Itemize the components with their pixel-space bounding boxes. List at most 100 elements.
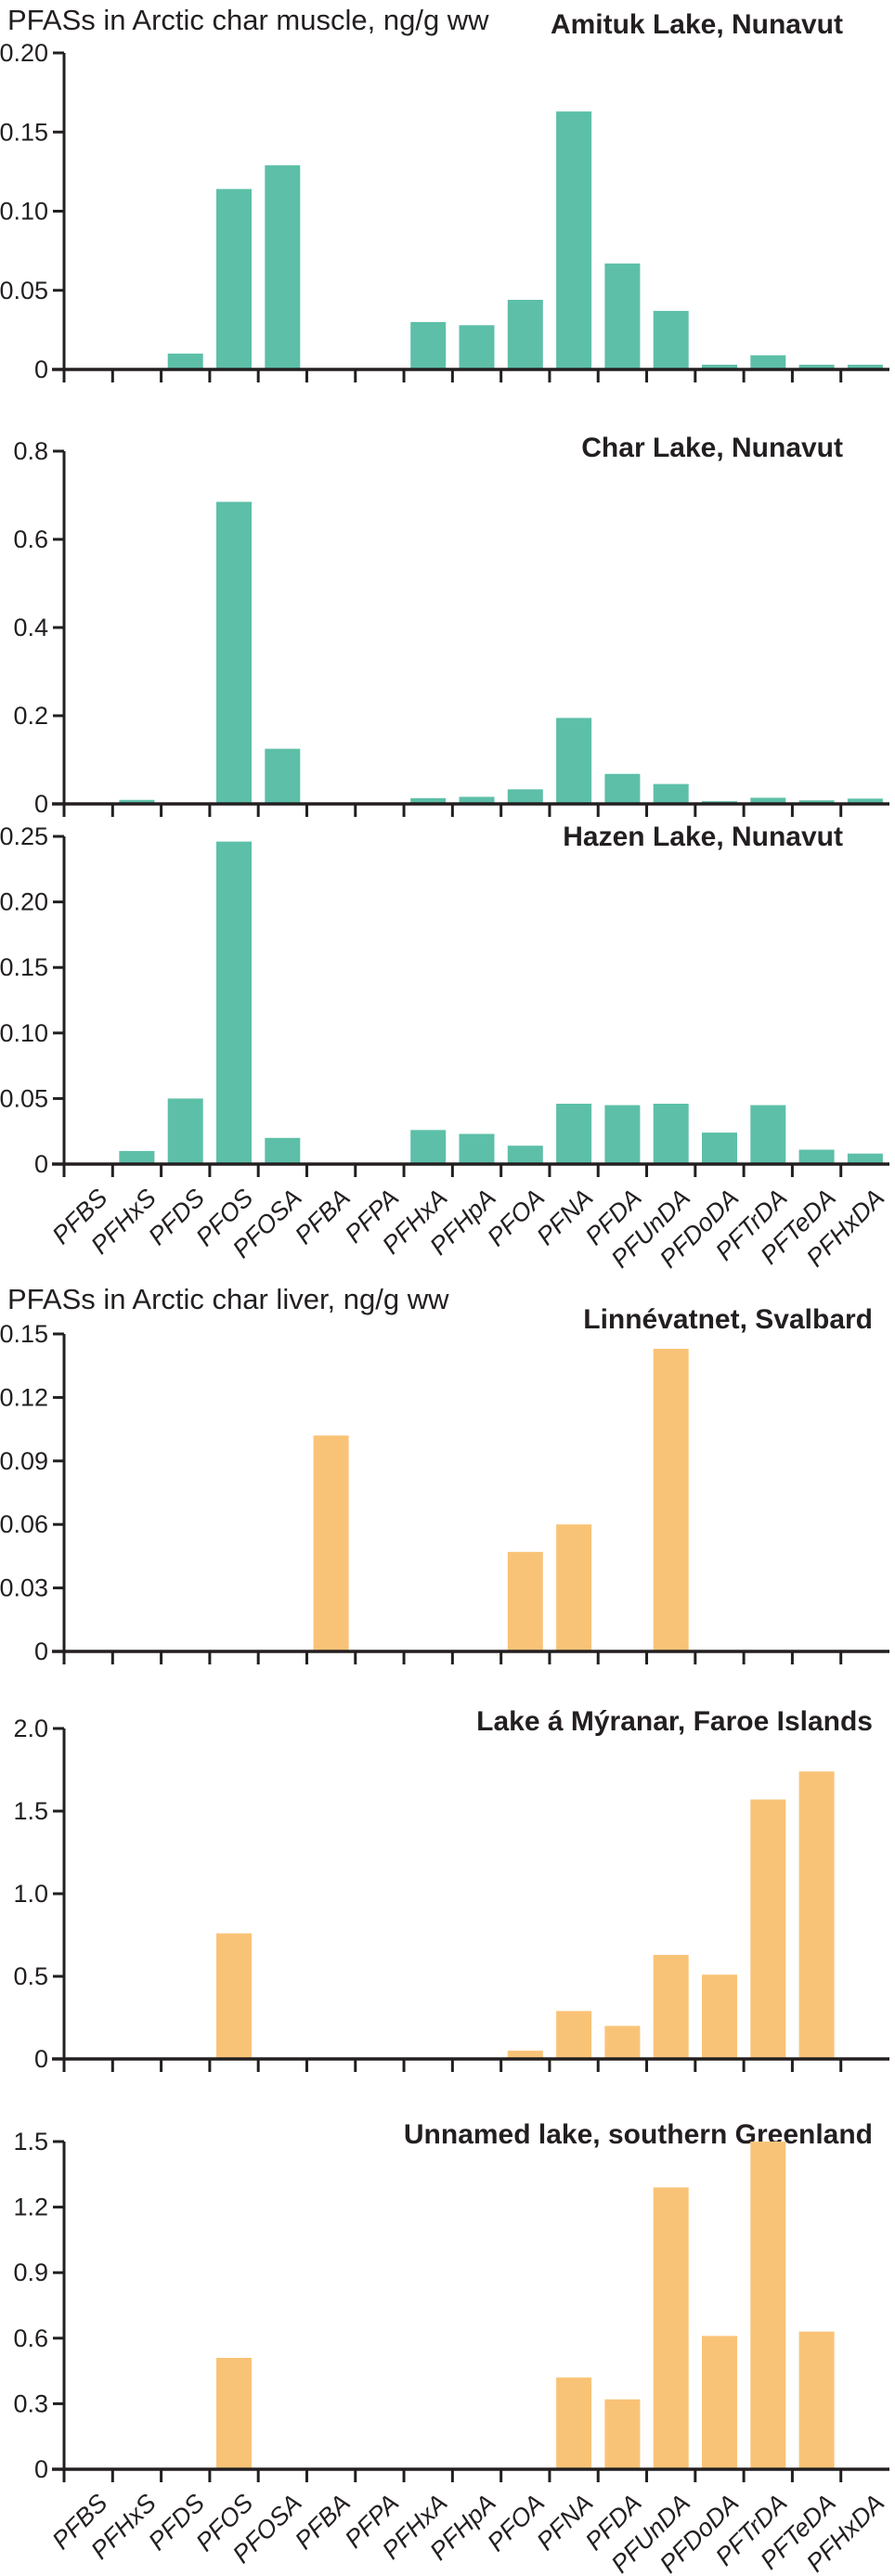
bar-PFHxS — [119, 1150, 155, 1164]
bar-PFOSA — [265, 1137, 301, 1164]
plot-layer: 00.30.60.91.21.5PFBSPFHxSPFDSPFOSPFOSAPF… — [13, 2128, 889, 2576]
y-tick-label: 0.2 — [13, 702, 48, 730]
y-tick-label: 0.10 — [0, 1019, 48, 1047]
x-tick-label-PFOA: PFOA — [482, 1184, 550, 1251]
bar-PFOSA — [265, 165, 301, 369]
y-tick-label: 0.12 — [0, 1383, 48, 1411]
bar-PFOS — [216, 188, 252, 369]
y-tick-label: 0.5 — [13, 1962, 48, 1990]
bar-PFDoDA — [702, 2336, 737, 2469]
bar-PFUnDA — [653, 1954, 689, 2059]
bar-PFOA — [507, 2051, 543, 2059]
bar-PFUnDA — [653, 2187, 689, 2469]
section-title-liver: PFASs in Arctic char liver, ng/g ww — [7, 1283, 449, 1315]
y-tick-label: 0.06 — [0, 1510, 48, 1538]
bar-PFNA — [556, 1104, 592, 1164]
y-tick-label: 1.0 — [13, 1880, 48, 1908]
x-tick-label-PFBA: PFBA — [290, 1184, 356, 1249]
chart-panel-greenland: Unnamed lake, southern Greenland 0 0.3 0.6… — [13, 2119, 889, 2576]
plot-layer: 00.050.100.150.200.25PFBSPFHxSPFDSPFOSPF… — [0, 822, 889, 1274]
bar-PFUnDA — [653, 1349, 689, 1651]
bar-PFHxA — [410, 797, 447, 804]
panel-title-hazen-lake: Hazen Lake, Nunavut — [563, 822, 843, 852]
y-tick-label: 0.9 — [13, 2259, 48, 2286]
bar-PFTrDA — [750, 1105, 786, 1164]
y-tick-label: 0.20 — [0, 888, 48, 916]
bar-PFNA — [556, 2377, 592, 2469]
bar-PFOS — [216, 501, 252, 804]
panel-title-char-lake: Char Lake, Nunavut — [581, 433, 843, 463]
y-tick-label: 0 — [34, 2045, 48, 2073]
bar-PFTrDA — [750, 2142, 786, 2469]
bar-PFNA — [556, 718, 592, 804]
bar-PFOS — [216, 1933, 252, 2059]
bar-PFNA — [556, 2011, 592, 2059]
chart-panel-amituk-lake: Amituk Lake, Nunavut 0 0.05 0.10 0.15 0.20 — [0, 9, 889, 383]
y-tick-label: 1.5 — [13, 1797, 48, 1825]
bar-PFDoDA — [702, 1133, 737, 1164]
x-tick-label-PFOA: PFOA — [482, 2489, 550, 2557]
bar-PFHpA — [459, 1133, 495, 1164]
plot-layer: 0 0.03 0.06 0.09 0.12 0.15 — [0, 1320, 889, 1665]
bar-PFOA — [507, 1551, 543, 1651]
y-tick-label: 0.15 — [0, 118, 48, 146]
bar-PFOA — [507, 789, 543, 804]
bar-PFUnDA — [653, 1104, 689, 1164]
y-tick-label: 0.4 — [13, 614, 48, 641]
panel-title-myranar: Lake á Mýranar, Faroe Islands — [476, 1706, 873, 1737]
y-tick-label: 0.03 — [0, 1574, 48, 1602]
bar-PFOA — [507, 300, 543, 369]
bar-PFHxA — [410, 321, 447, 369]
y-tick-label: 0 — [34, 1638, 48, 1665]
bar-PFHpA — [459, 796, 495, 804]
bar-PFDoDA — [702, 364, 737, 369]
bar-PFHxDA — [847, 798, 883, 804]
chart-panel-char-lake: Char Lake, Nunavut 0 0.2 0.4 0.6 0.8 — [13, 433, 889, 818]
bar-PFHpA — [459, 325, 495, 369]
bar-PFOS — [216, 2358, 252, 2469]
plot-layer: 0 0.2 0.4 0.6 0.8 — [13, 437, 889, 818]
bar-PFHxDA — [847, 1153, 883, 1164]
y-tick-label: 0 — [34, 2455, 48, 2483]
bar-PFDA — [604, 773, 641, 804]
y-tick-label: 0.09 — [0, 1447, 48, 1475]
bar-PFUnDA — [653, 783, 689, 804]
bar-PFNA — [556, 111, 592, 369]
chart-panel-hazen-lake: Hazen Lake, Nunavut 00.050.100.150.200.2… — [0, 822, 889, 1274]
y-tick-label: 0 — [34, 790, 48, 818]
bar-PFDS — [167, 353, 203, 369]
bar-PFDoDA — [702, 1974, 737, 2059]
bar-PFTrDA — [750, 797, 786, 804]
y-tick-label: 0.25 — [0, 822, 48, 850]
y-tick-label: 2.0 — [13, 1715, 48, 1742]
bar-PFDA — [604, 2399, 641, 2469]
y-tick-label: 0 — [34, 356, 48, 383]
bar-PFUnDA — [653, 310, 689, 369]
bar-PFTrDA — [750, 355, 786, 369]
plot-layer: 0 0.05 0.10 0.15 0.20 — [0, 39, 889, 383]
y-tick-label: 0.05 — [0, 277, 48, 304]
bar-PFDA — [604, 2026, 641, 2059]
bar-PFTrDA — [750, 1799, 786, 2059]
plot-layer: 0 0.5 1.0 1.5 2.0 — [13, 1715, 889, 2073]
bar-PFOSA — [265, 748, 301, 804]
y-tick-label: 1.2 — [13, 2194, 48, 2221]
y-tick-label: 1.5 — [13, 2128, 48, 2155]
panel-title-amituk-lake: Amituk Lake, Nunavut — [551, 9, 843, 40]
bar-PFTeDA — [798, 1149, 835, 1164]
bar-PFHxDA — [847, 364, 883, 369]
bar-PFHxS — [119, 799, 155, 804]
y-tick-label: 0.15 — [0, 1320, 48, 1348]
bar-PFDA — [604, 263, 641, 369]
bar-PFBA — [313, 1435, 349, 1651]
y-tick-label: 0 — [34, 1150, 48, 1178]
y-tick-label: 0.3 — [13, 2389, 48, 2417]
bar-PFTeDA — [798, 2331, 835, 2469]
y-tick-label: 0.6 — [13, 525, 48, 553]
bar-PFDS — [167, 1098, 203, 1164]
bar-PFTeDA — [798, 364, 835, 369]
bar-PFDA — [604, 1105, 641, 1164]
y-tick-label: 0.20 — [0, 39, 48, 67]
bar-PFOS — [216, 841, 252, 1164]
